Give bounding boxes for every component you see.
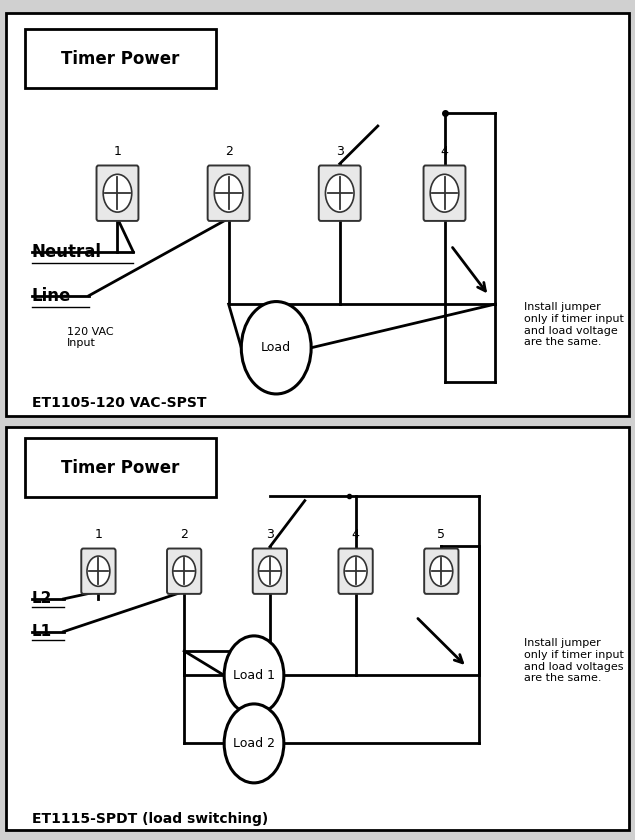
Text: Timer Power: Timer Power <box>62 50 180 68</box>
Text: 4: 4 <box>441 145 448 158</box>
Text: Neutral: Neutral <box>32 243 102 261</box>
FancyBboxPatch shape <box>253 549 287 594</box>
Circle shape <box>430 556 453 586</box>
FancyBboxPatch shape <box>25 438 216 497</box>
Circle shape <box>224 636 284 715</box>
Circle shape <box>173 556 196 586</box>
Text: ET1115-SPDT (load switching): ET1115-SPDT (load switching) <box>32 812 268 826</box>
FancyBboxPatch shape <box>424 165 465 221</box>
FancyBboxPatch shape <box>208 165 250 221</box>
Circle shape <box>215 174 243 212</box>
Text: Line: Line <box>32 286 71 305</box>
Text: L2: L2 <box>32 591 52 606</box>
Text: Load 1: Load 1 <box>233 669 275 682</box>
Circle shape <box>431 174 458 212</box>
Circle shape <box>344 556 367 586</box>
Text: 4: 4 <box>352 528 359 541</box>
Text: 2: 2 <box>225 145 232 158</box>
Text: L1: L1 <box>32 624 52 639</box>
FancyBboxPatch shape <box>167 549 201 594</box>
Circle shape <box>258 556 281 586</box>
FancyBboxPatch shape <box>424 549 458 594</box>
Text: 5: 5 <box>438 528 445 541</box>
FancyBboxPatch shape <box>319 165 361 221</box>
Circle shape <box>103 174 132 212</box>
Text: 2: 2 <box>180 528 188 541</box>
Text: 3: 3 <box>266 528 274 541</box>
Text: 1: 1 <box>114 145 121 158</box>
FancyBboxPatch shape <box>6 13 629 416</box>
Circle shape <box>224 704 284 783</box>
Text: Load 2: Load 2 <box>233 737 275 750</box>
Text: ET1105-120 VAC-SPST: ET1105-120 VAC-SPST <box>32 396 206 410</box>
Text: 3: 3 <box>336 145 344 158</box>
FancyBboxPatch shape <box>6 427 629 830</box>
Circle shape <box>325 174 354 212</box>
FancyBboxPatch shape <box>97 165 138 221</box>
Text: 1: 1 <box>95 528 102 541</box>
Text: 120 VAC
Input: 120 VAC Input <box>67 327 113 349</box>
Circle shape <box>241 302 311 394</box>
Text: Install jumper
only if timer input
and load voltages
are the same.: Install jumper only if timer input and l… <box>524 638 624 683</box>
FancyBboxPatch shape <box>338 549 373 594</box>
FancyBboxPatch shape <box>25 29 216 88</box>
Circle shape <box>87 556 110 586</box>
Text: Install jumper
only if timer input
and load voltage
are the same.: Install jumper only if timer input and l… <box>524 302 624 347</box>
FancyBboxPatch shape <box>81 549 116 594</box>
Text: Load: Load <box>261 341 291 354</box>
Text: Timer Power: Timer Power <box>62 459 180 477</box>
